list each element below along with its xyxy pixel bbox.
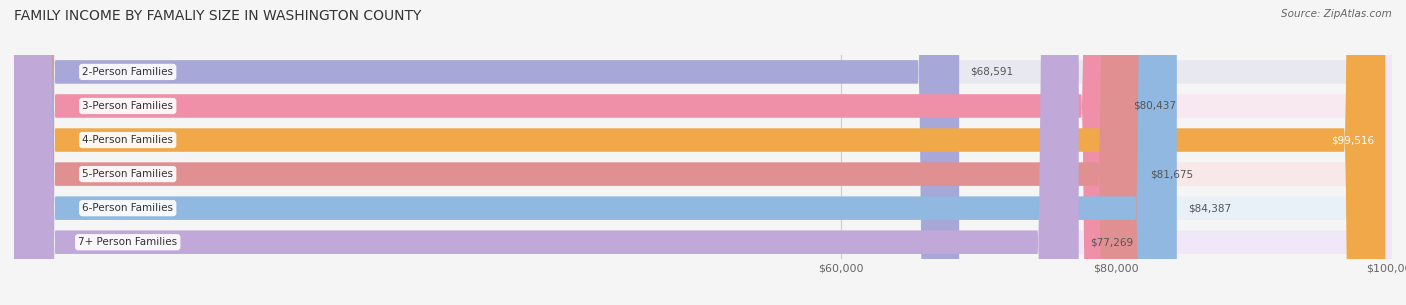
FancyBboxPatch shape [14, 0, 1392, 305]
Text: $81,675: $81,675 [1150, 169, 1194, 179]
FancyBboxPatch shape [14, 0, 1177, 305]
Text: $84,387: $84,387 [1188, 203, 1232, 213]
Text: FAMILY INCOME BY FAMALIY SIZE IN WASHINGTON COUNTY: FAMILY INCOME BY FAMALIY SIZE IN WASHING… [14, 9, 422, 23]
Text: Source: ZipAtlas.com: Source: ZipAtlas.com [1281, 9, 1392, 19]
Text: $77,269: $77,269 [1090, 237, 1133, 247]
Text: 5-Person Families: 5-Person Families [82, 169, 173, 179]
Text: 6-Person Families: 6-Person Families [82, 203, 173, 213]
FancyBboxPatch shape [14, 0, 1385, 305]
Text: 3-Person Families: 3-Person Families [82, 101, 173, 111]
FancyBboxPatch shape [14, 0, 959, 305]
FancyBboxPatch shape [14, 0, 1078, 305]
FancyBboxPatch shape [14, 0, 1392, 305]
FancyBboxPatch shape [14, 0, 1392, 305]
Text: 4-Person Families: 4-Person Families [82, 135, 173, 145]
Text: $68,591: $68,591 [970, 67, 1014, 77]
Text: 7+ Person Families: 7+ Person Families [79, 237, 177, 247]
Text: 2-Person Families: 2-Person Families [82, 67, 173, 77]
Text: $80,437: $80,437 [1133, 101, 1177, 111]
Text: $99,516: $99,516 [1331, 135, 1374, 145]
FancyBboxPatch shape [14, 0, 1392, 305]
FancyBboxPatch shape [14, 0, 1122, 305]
FancyBboxPatch shape [14, 0, 1392, 305]
FancyBboxPatch shape [14, 0, 1392, 305]
FancyBboxPatch shape [14, 0, 1139, 305]
